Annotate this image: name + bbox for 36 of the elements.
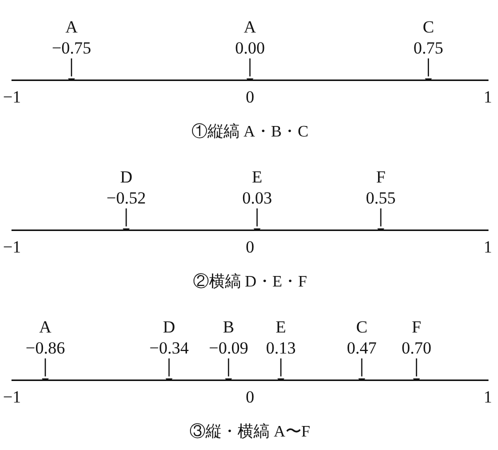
category-label: F [412,317,422,336]
text: 1 [484,87,492,106]
data-label: 0.47 [346,338,378,358]
text: 1 [484,387,492,406]
text: 0 [246,237,254,256]
category-label: C [356,317,368,336]
category-label: E [252,167,262,186]
category-label: C [422,17,434,36]
category-label: A [65,17,78,36]
category-label: D [120,167,132,186]
category-label: B [222,317,234,336]
data-label: 0.70 [402,338,432,358]
category-label: E [276,317,286,336]
text: −1 [2,87,22,106]
data-label: −0.75 [52,38,92,58]
data-label: −0.52 [106,188,146,208]
text: 0 [246,87,254,106]
text: 0 [246,387,254,406]
text: −1 [2,387,22,406]
data-label: 0.03 [242,188,272,208]
text: −1 [2,237,22,256]
data-label: −0.86 [26,338,65,358]
category-label: A [39,317,52,336]
data-label: −0.09 [208,338,248,358]
category-label: D [162,317,176,336]
text: 1 [484,237,492,256]
text: ③縦・横縞 A〜F [190,422,310,441]
text: ②横縞 D・E・F [192,272,308,291]
data-label: 0.55 [366,188,396,208]
data-label: 0.00 [235,38,265,58]
category-label: F [376,167,386,186]
category-label: A [244,17,257,36]
data-label: −0.34 [149,338,190,358]
text: ①縦縞 A・B・C [191,122,308,141]
data-label: 0.13 [266,338,296,358]
data-label: 0.75 [414,38,444,58]
